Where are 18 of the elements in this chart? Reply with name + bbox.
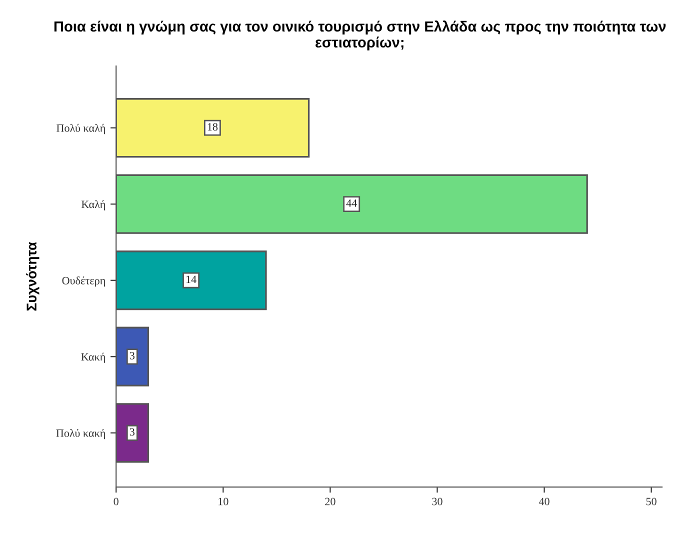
y-tick-label: Ουδέτερη	[62, 276, 106, 287]
y-tick-label: Πολύ καλή	[56, 124, 106, 134]
data-label: 44	[346, 199, 357, 207]
data-label: 3	[130, 428, 135, 436]
x-tick-label: 50	[646, 498, 656, 506]
x-tick-label: 0	[114, 498, 118, 506]
y-tick-label: Καλή	[81, 200, 106, 210]
x-tick-label: 20	[325, 498, 336, 506]
data-label: 18	[208, 123, 218, 131]
data-label: 14	[186, 276, 196, 284]
x-tick-label: 10	[218, 498, 228, 506]
y-tick-label: Πολύ κακή	[56, 428, 106, 440]
y-axis-title: Συχνότητα	[26, 242, 40, 311]
chart-title: Ποια είναι η γνώμη σας για τον οινικό τουρισμό στην Ελλάδα ως προς την ποιότητα των εστιατορίων;	[54, 20, 666, 50]
x-tick-label: 30	[432, 498, 442, 506]
data-label: 3	[130, 352, 135, 360]
x-tick-label: 40	[538, 498, 550, 506]
y-tick-label: Κακή	[81, 352, 106, 363]
